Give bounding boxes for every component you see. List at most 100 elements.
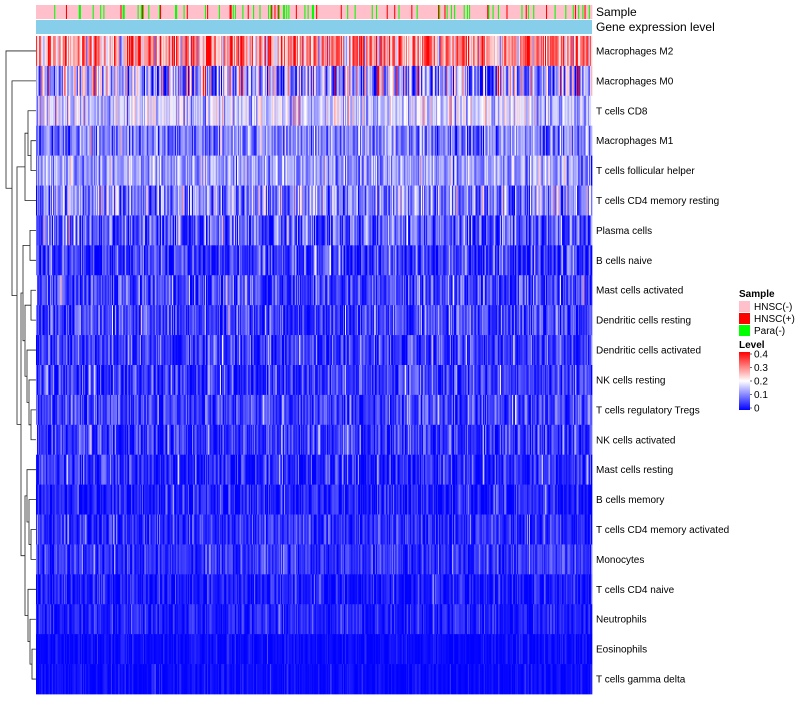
heatmap-cell [390,65,393,97]
sample-annotation-cell [264,5,267,19]
heatmap-cell [86,65,88,97]
heatmap-cell [353,215,355,246]
heatmap-cell [472,185,474,216]
heatmap-cell [450,36,453,67]
heatmap-cell [203,215,206,246]
heatmap-cell [54,245,56,276]
heatmap-cell [388,245,391,276]
sample-annotation-cell [69,5,71,19]
heatmap-cell [471,65,473,97]
dendrogram-branch [24,132,36,201]
heatmap-cell [381,215,383,246]
heatmap-cell [556,185,559,216]
heatmap-cell [149,125,151,156]
heatmap-cell [330,36,332,67]
heatmap-cell [136,65,138,97]
heatmap-cell [87,65,89,97]
sample-annotation-cell [122,5,125,19]
heatmap-cell [153,95,156,127]
heatmap-cell [504,65,506,97]
heatmap-cell [444,125,446,156]
heatmap-cell [557,95,560,127]
sample-annotation-cell [102,5,104,19]
heatmap-cell [380,245,382,276]
sample-annotation-cell [516,5,518,19]
heatmap-cell [430,125,432,156]
heatmap-cell [521,125,523,156]
sample-annotation-cell [101,5,103,19]
heatmap-cell [241,36,243,67]
heatmap-cell [145,215,147,246]
sample-annotation-cell [528,5,531,19]
heatmap-cell [53,185,55,216]
heatmap-cell [355,125,358,156]
heatmap-cell [275,36,277,67]
sample-annotation-cell [282,5,285,19]
heatmap-cell [457,215,459,246]
heatmap-cell [52,65,54,97]
heatmap-cell [409,155,411,186]
sample-annotation-cell [397,5,399,19]
heatmap-cell [287,275,289,306]
heatmap-cell [536,185,538,216]
heatmap-cell [378,95,380,127]
heatmap-cell [157,275,160,306]
heatmap-cell [116,275,118,306]
sample-annotation-cell [326,5,329,19]
heatmap-cell [89,245,91,276]
heatmap-cell [472,155,474,186]
heatmap-cell [231,36,234,67]
heatmap-cell [143,125,146,156]
heatmap-cell [143,95,146,127]
heatmap-cell [102,185,104,216]
heatmap-cell [454,125,456,156]
heatmap-cell [140,215,143,246]
heatmap-cell [269,36,271,67]
sample-annotation-cell [579,5,581,19]
heatmap-cell [103,215,105,246]
heatmap-cell [361,95,363,127]
heatmap-cell [173,245,176,276]
heatmap-cell [107,65,110,97]
heatmap-cell [39,275,41,306]
heatmap-cell [577,245,579,276]
heatmap-cell [307,36,310,67]
heatmap-cell [281,245,284,276]
heatmap-cell [175,95,177,127]
sample-annotation-cell [187,5,190,19]
heatmap-cell [137,125,139,156]
heatmap-cell [164,95,166,127]
heatmap-cell [318,185,320,216]
sample-annotation-cell [56,5,58,19]
sample-annotation-cell [481,5,484,19]
heatmap-cell [480,95,483,127]
heatmap-cell [551,95,553,127]
heatmap-cell [527,155,530,186]
heatmap-cell [385,125,388,156]
heatmap-cell [555,95,558,127]
sample-annotation-cell [233,5,236,19]
heatmap-cell [58,36,60,67]
sample-annotation-cell [417,5,420,19]
heatmap-cell [383,245,385,276]
heatmap-cell [333,36,335,67]
sample-annotation-cell [346,5,348,19]
heatmap-cell [139,155,142,186]
heatmap-cell [59,155,61,186]
sample-annotation-cell [147,5,149,19]
heatmap-cell [449,95,452,127]
heatmap-cell [303,125,305,156]
heatmap-cell [536,65,538,97]
heatmap-cell [326,36,329,67]
heatmap-cell [376,215,378,246]
heatmap-cell [158,185,161,216]
heatmap-cell [513,215,516,246]
heatmap-cell [414,36,416,67]
heatmap-cell [571,125,574,156]
heatmap-cell [585,36,588,67]
heatmap-cell [293,36,296,67]
heatmap-cell [251,95,254,127]
sample-annotation-cell [586,5,589,19]
heatmap-cell [502,95,504,127]
heatmap-cell [279,36,282,67]
